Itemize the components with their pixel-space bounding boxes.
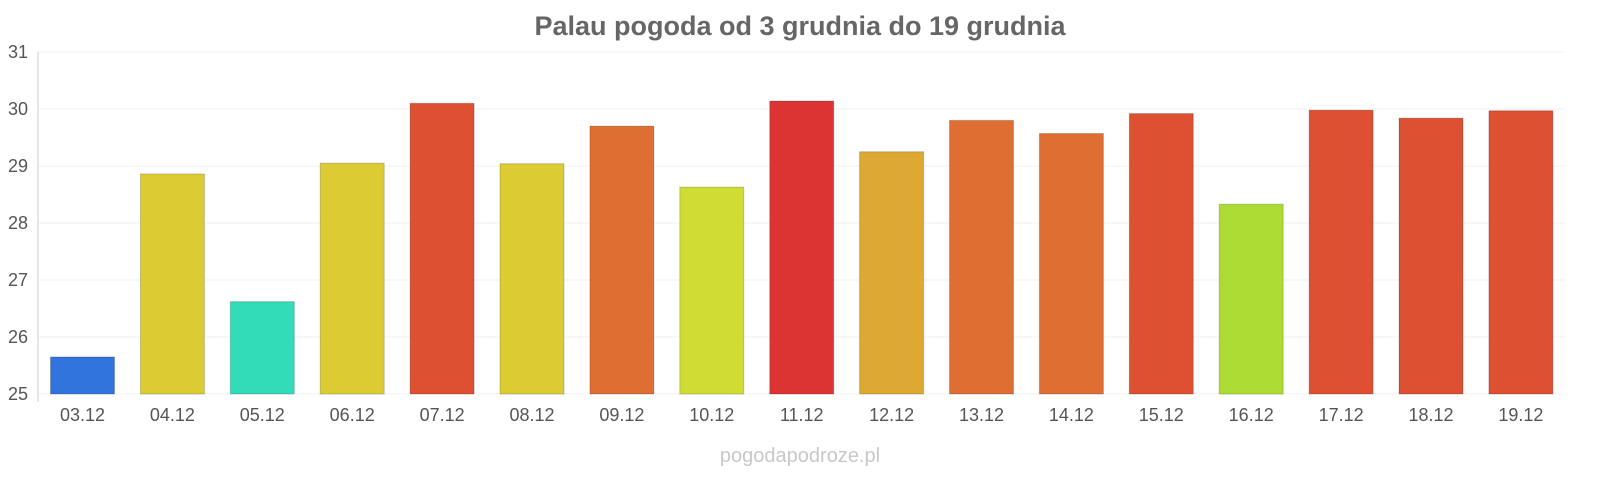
chart-title: Palau pogoda od 3 grudnia do 19 grudnia xyxy=(534,11,1066,41)
y-tick-label: 29 xyxy=(8,156,28,176)
y-tick-label: 26 xyxy=(8,327,28,347)
x-axis-ticks: 03.12 04.12 05.12 06.12 07.12 08.12 09.12 10.12… xyxy=(60,405,1543,425)
watermark: pogodapodroze.pl xyxy=(720,445,880,467)
y-tick-label: 31 xyxy=(8,42,28,62)
bar-15.12 xyxy=(1128,113,1194,395)
x-tick-label: 13.12 xyxy=(959,405,1004,425)
y-axis-ticks: 25 26 27 28 29 30 31 xyxy=(8,42,28,404)
y-tick-label: 27 xyxy=(8,270,28,290)
x-tick-label: 12.12 xyxy=(869,405,914,425)
x-tick-label: 15.12 xyxy=(1139,405,1184,425)
x-tick-label: 03.12 xyxy=(60,405,105,425)
x-tick-label: 08.12 xyxy=(509,405,554,425)
bar-07.12 xyxy=(409,102,475,395)
x-tick-label: 07.12 xyxy=(420,405,465,425)
bar-16.12 xyxy=(1218,203,1284,395)
y-tick-label: 25 xyxy=(8,384,28,404)
bar-18.12 xyxy=(1398,117,1464,395)
bar-10.12 xyxy=(679,186,745,395)
bar-04.12 xyxy=(139,173,205,395)
x-tick-label: 05.12 xyxy=(240,405,285,425)
x-tick-label: 16.12 xyxy=(1229,405,1274,425)
bar-05.12 xyxy=(229,301,295,395)
bar-14.12 xyxy=(1038,133,1104,395)
x-tick-label: 04.12 xyxy=(150,405,195,425)
y-tick-label: 28 xyxy=(8,213,28,233)
x-tick-label: 17.12 xyxy=(1319,405,1364,425)
x-tick-label: 09.12 xyxy=(599,405,644,425)
x-tick-label: 19.12 xyxy=(1498,405,1543,425)
x-tick-label: 10.12 xyxy=(689,405,734,425)
x-tick-label: 11.12 xyxy=(780,405,824,425)
x-tick-label: 18.12 xyxy=(1408,405,1453,425)
bars xyxy=(50,100,1554,395)
x-tick-label: 06.12 xyxy=(330,405,375,425)
bar-17.12 xyxy=(1308,109,1374,395)
bar-08.12 xyxy=(499,163,565,395)
bar-13.12 xyxy=(949,119,1014,395)
bar-19.12 xyxy=(1488,110,1554,395)
x-tick-label: 14.12 xyxy=(1049,405,1094,425)
bar-11.12 xyxy=(769,100,835,395)
bar-09.12 xyxy=(589,125,655,395)
bar-12.12 xyxy=(859,151,925,395)
y-tick-label: 30 xyxy=(8,99,28,119)
bar-03.12 xyxy=(50,356,115,395)
bar-06.12 xyxy=(319,162,385,395)
